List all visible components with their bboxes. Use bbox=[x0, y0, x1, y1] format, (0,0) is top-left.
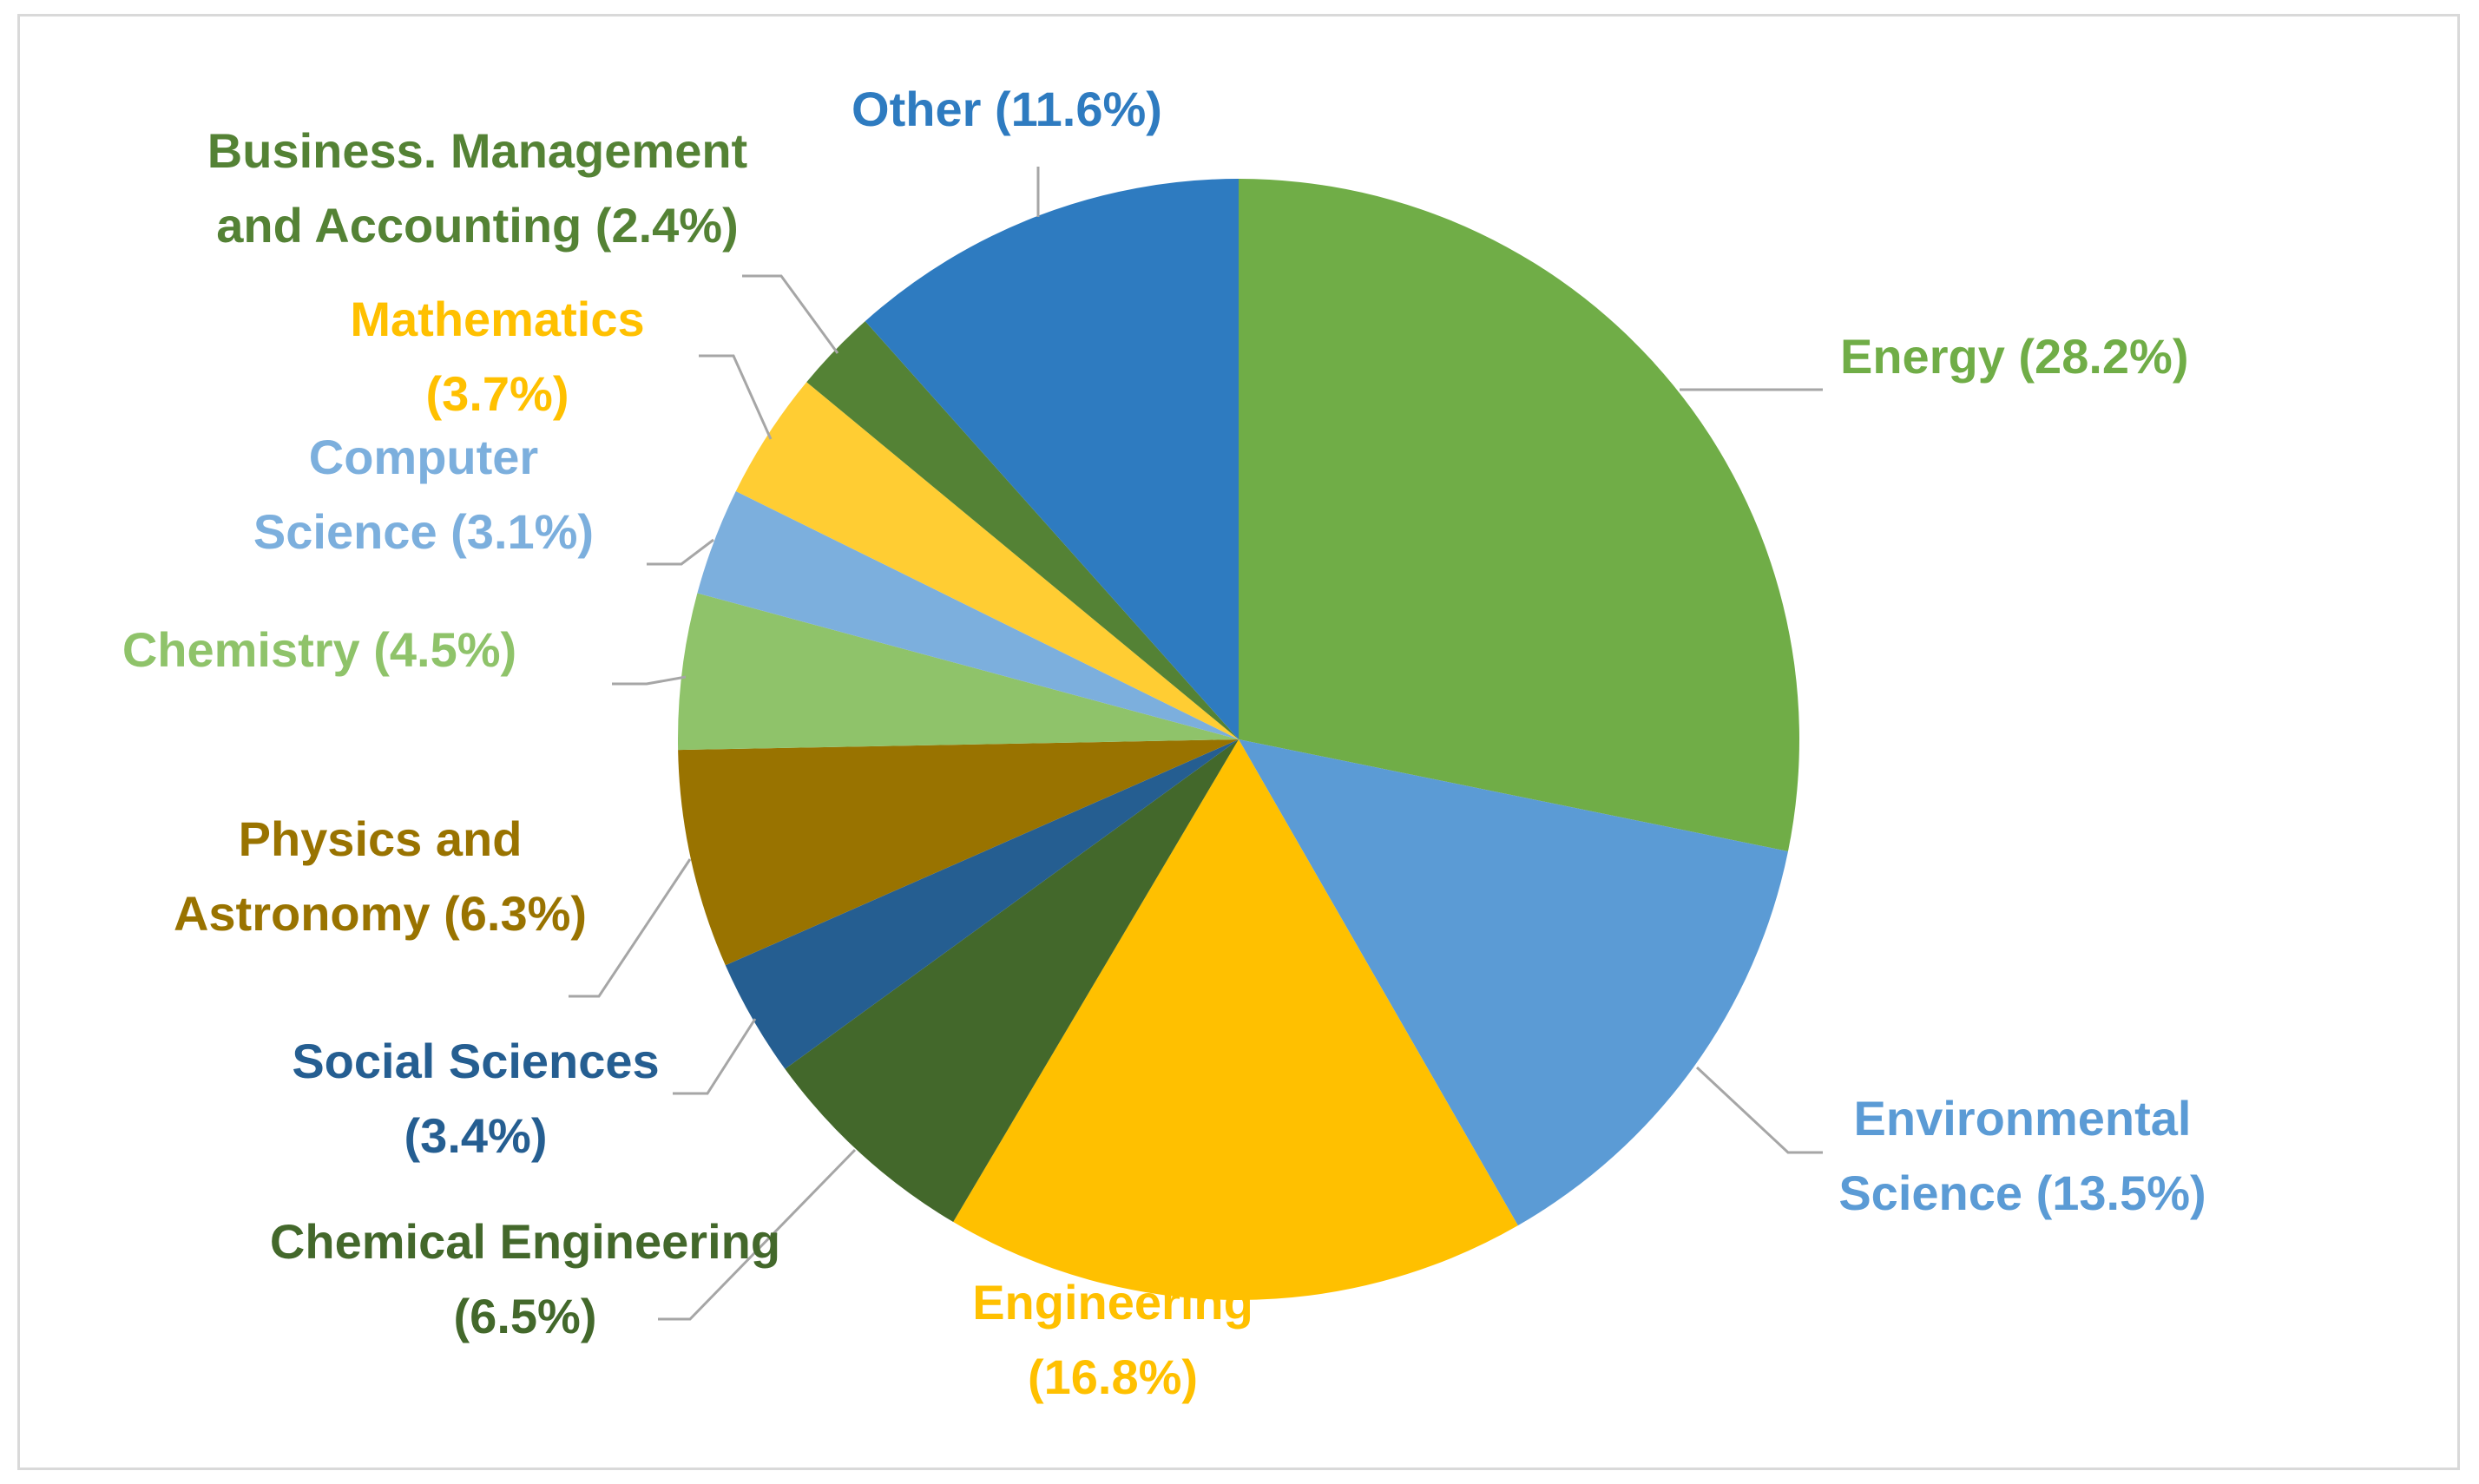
pie-slice-environmental-science bbox=[1239, 739, 1788, 1226]
leader-lines-layer bbox=[569, 167, 1823, 1321]
data-label-line: (6.5%) bbox=[454, 1289, 597, 1343]
data-label-physics-and-astronomy: Physics and Astronomy (6.3%) bbox=[174, 811, 587, 941]
data-label-line: Other (11.6%) bbox=[852, 82, 1162, 136]
pie-slice-business-management-and-accounting bbox=[806, 321, 1239, 739]
data-label-line: and Accounting (2.4%) bbox=[216, 198, 739, 253]
data-label-line: Physics and bbox=[239, 811, 523, 866]
data-label-chemistry: Chemistry (4.5%) bbox=[122, 622, 516, 677]
pie-slice-chemical-engineering bbox=[785, 739, 1239, 1223]
data-label-line: Social Sciences bbox=[292, 1034, 659, 1088]
leader-line-chemistry bbox=[612, 675, 687, 686]
leader-line-physics-and-astronomy bbox=[569, 858, 692, 998]
data-label-line: Science (13.5%) bbox=[1838, 1166, 2206, 1220]
data-label-line: (3.7%) bbox=[426, 366, 569, 421]
leader-line-chemical-engineering bbox=[658, 1148, 857, 1321]
pie-slice-physics-and-astronomy bbox=[678, 739, 1239, 966]
data-label-business-management-and-accounting: Business. Management and Accounting (2.4%… bbox=[207, 123, 747, 253]
data-label-computer-science: Computer Science (3.1%) bbox=[253, 430, 594, 559]
data-label-energy: Energy (28.2%) bbox=[1840, 329, 2189, 384]
leader-line-mathematics bbox=[699, 354, 773, 440]
data-label-other: Other (11.6%) bbox=[852, 82, 1162, 136]
slices-layer bbox=[677, 179, 1800, 1301]
leader-line-business-management-and-accounting bbox=[742, 274, 839, 354]
data-label-line: Business. Management bbox=[207, 123, 747, 178]
leader-line-computer-science bbox=[647, 538, 714, 566]
data-label-line: Computer bbox=[309, 430, 538, 484]
data-label-line: Energy (28.2%) bbox=[1840, 329, 2189, 384]
labels-layer: Energy (28.2%) Environmental Science (13.5… bbox=[122, 82, 2206, 1404]
pie-slice-energy bbox=[1239, 179, 1800, 852]
pie-slice-computer-science bbox=[697, 490, 1239, 739]
data-label-environmental-science: Environmental Science (13.5%) bbox=[1838, 1091, 2206, 1220]
data-label-line: (3.4%) bbox=[404, 1108, 548, 1163]
data-label-line: Science (3.1%) bbox=[253, 504, 594, 559]
leader-line-environmental-science bbox=[1695, 1066, 1823, 1154]
data-label-line: Chemistry (4.5%) bbox=[122, 622, 516, 677]
data-label-line: (16.8%) bbox=[1028, 1349, 1198, 1404]
pie-slice-other bbox=[865, 179, 1239, 739]
pie-slice-engineering bbox=[953, 739, 1518, 1301]
data-label-engineering: Engineering (16.8%) bbox=[972, 1275, 1253, 1404]
data-label-line: Astronomy (6.3%) bbox=[174, 886, 587, 941]
data-label-line: Mathematics bbox=[350, 292, 644, 346]
data-label-chemical-engineering: Chemical Engineering (6.5%) bbox=[270, 1214, 780, 1343]
pie-slice-chemistry bbox=[677, 593, 1239, 751]
data-label-line: Engineering bbox=[972, 1275, 1253, 1330]
data-label-line: Chemical Engineering bbox=[270, 1214, 780, 1269]
leader-line-social-sciences bbox=[673, 1018, 757, 1095]
pie-slice-social-sciences bbox=[725, 739, 1239, 1069]
data-label-line: Environmental bbox=[1854, 1091, 2192, 1146]
data-label-mathematics: Mathematics (3.7%) bbox=[350, 292, 644, 421]
data-label-social-sciences: Social Sciences (3.4%) bbox=[292, 1034, 659, 1163]
pie-slice-mathematics bbox=[735, 382, 1239, 739]
